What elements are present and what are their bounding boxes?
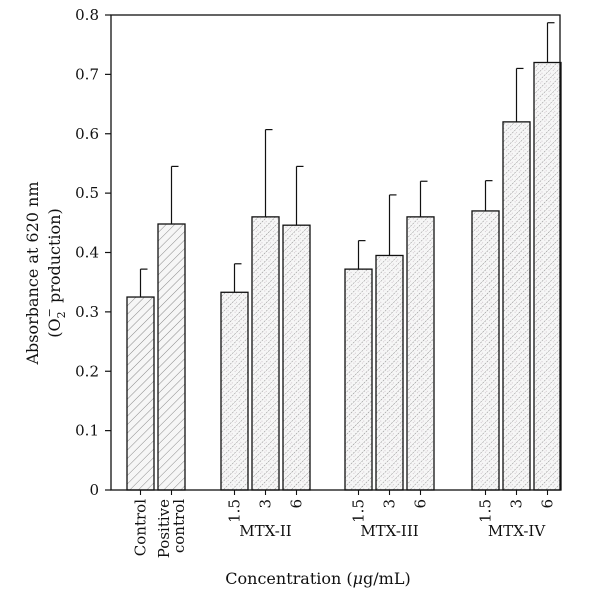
bar xyxy=(375,254,404,491)
x-category-label: 3 xyxy=(381,499,399,509)
bar xyxy=(251,216,280,491)
x-category-label: 6 xyxy=(288,499,306,509)
bar xyxy=(282,224,311,491)
bar xyxy=(471,210,500,491)
y-tick-label: 0.1 xyxy=(75,422,99,440)
group-label: MTX-IV xyxy=(488,522,547,540)
x-title-before: Concentration ( xyxy=(225,569,352,588)
x-category-label: Positive xyxy=(155,499,173,558)
y-tick-label: 0.2 xyxy=(75,362,99,380)
y-sub-rest: production) xyxy=(45,208,64,308)
plot-frame-rect xyxy=(110,14,561,491)
y-tick-label: 0.5 xyxy=(75,184,99,202)
bars-layer xyxy=(126,61,562,491)
bar xyxy=(406,216,435,491)
y-tick-label: 0.7 xyxy=(75,65,99,83)
x-category-label: Control xyxy=(132,499,150,556)
bar xyxy=(157,223,186,491)
y-axis-title: Absorbance at 620 nm (O2− production) xyxy=(23,181,68,365)
x-category-label: 6 xyxy=(539,499,557,509)
x-axis-title: Concentration (μg/mL) xyxy=(225,569,410,588)
y-sub-superscript: − xyxy=(43,308,56,317)
y-sub-open: (O xyxy=(45,318,64,337)
bar xyxy=(344,268,373,491)
x-title-after: g/mL) xyxy=(363,569,411,588)
x-category-label: 1.5 xyxy=(350,499,368,523)
y-tick-label: 0.4 xyxy=(75,244,99,262)
x-category-label: 3 xyxy=(508,499,526,509)
group-label: MTX-III xyxy=(360,522,418,540)
x-category-label: 1.5 xyxy=(226,499,244,523)
x-category-label: 1.5 xyxy=(477,499,495,523)
y-tick-label: 0 xyxy=(89,481,99,499)
bar xyxy=(533,61,562,491)
y-tick-label: 0.8 xyxy=(75,6,99,24)
group-labels: MTX-II MTX-III MTX-IV xyxy=(239,522,546,540)
plot-frame xyxy=(110,14,561,491)
error-bars-layer xyxy=(139,22,555,298)
bar xyxy=(220,291,249,491)
y-tick-label: 0.6 xyxy=(75,125,99,143)
bar xyxy=(502,121,531,491)
y-axis-ticks: 0 0.1 0.2 0.3 0.4 0.5 0.6 0.7 0.8 xyxy=(75,6,111,499)
y-axis-title-main: Absorbance at 620 nm xyxy=(23,181,42,365)
y-axis-title-sub: (O2− production) xyxy=(43,208,68,337)
bar xyxy=(126,296,155,491)
x-category-label: control xyxy=(170,499,188,553)
group-label: MTX-II xyxy=(239,522,292,540)
x-title-mu: μ xyxy=(353,569,363,588)
x-category-label: 3 xyxy=(257,499,275,509)
y-tick-label: 0.3 xyxy=(75,303,99,321)
y-sub-subscript: 2 xyxy=(55,311,68,318)
x-category-label: 6 xyxy=(412,499,430,509)
